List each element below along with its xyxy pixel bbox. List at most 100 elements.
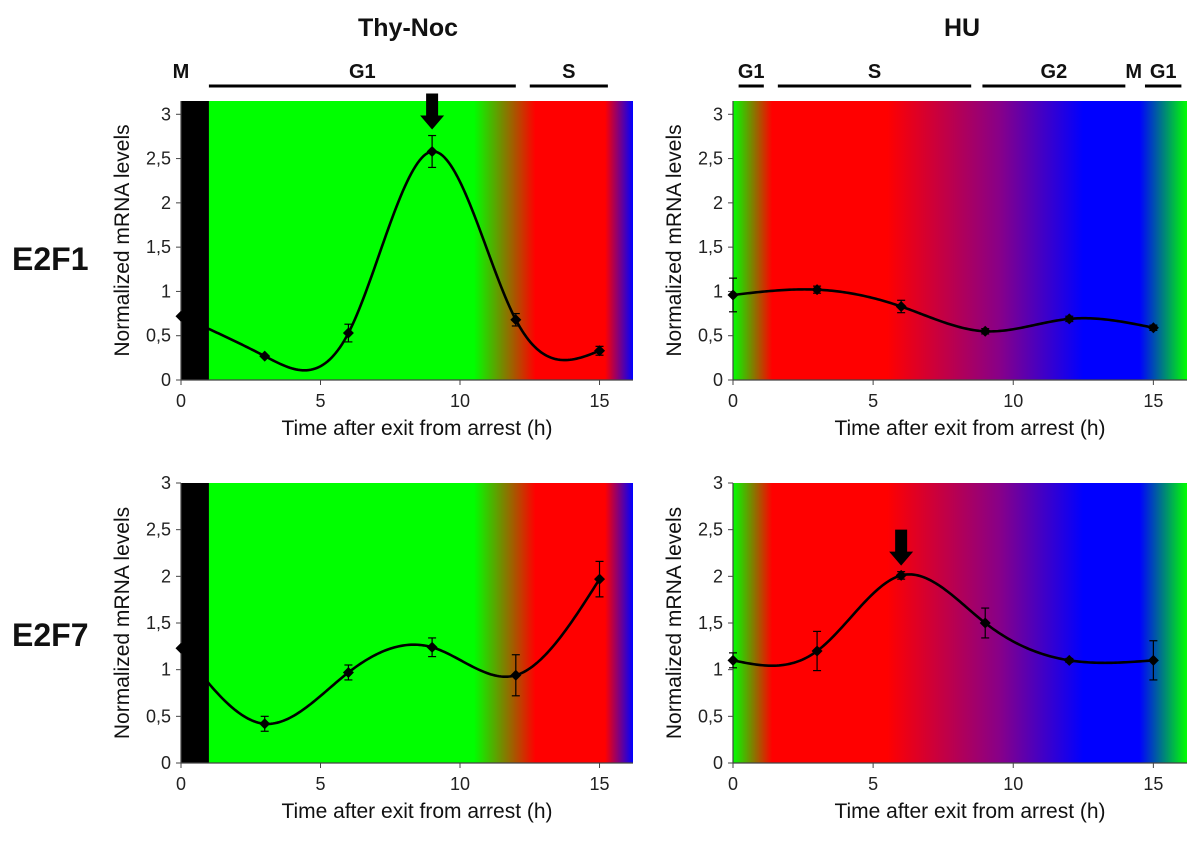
- x-axis-label: Time after exit from arrest (h): [834, 800, 1105, 823]
- series-line: [732, 573, 1154, 667]
- y-tick-label: 2: [713, 566, 723, 586]
- y-tick-label: 1,5: [698, 237, 723, 257]
- y-tick-label: 1: [161, 660, 171, 680]
- y-tick-label: 0: [713, 753, 723, 773]
- phase-label: S: [868, 61, 881, 83]
- phase-label: G1: [1150, 61, 1177, 83]
- phase-background: [181, 483, 633, 763]
- panel-e2f1-thy: 0 0,5 1 1,5 2 2,5 3 0 5 10 15 Time after exit from …: [111, 93, 633, 440]
- data-point: [1147, 322, 1159, 334]
- row-label-e2f7: E2F7: [12, 617, 88, 653]
- x-tick-label: 5: [315, 774, 325, 794]
- y-tick-label: 1: [713, 660, 723, 680]
- phase-bars: M G1 S G1 S G2 M G1: [173, 61, 1182, 88]
- x-tick-label: 10: [1003, 774, 1023, 794]
- y-tick-label: 2,5: [698, 149, 723, 169]
- x-tick-label: 0: [728, 391, 738, 411]
- data-point: [342, 666, 354, 678]
- y-tick-label: 1: [161, 281, 171, 301]
- y-tick-label: 3: [161, 473, 171, 493]
- y-tick-label: 0,5: [146, 326, 171, 346]
- data-point: [594, 573, 606, 585]
- x-tick-label: 0: [176, 774, 186, 794]
- y-tick-label: 2,5: [698, 520, 723, 540]
- phase-label: M: [1125, 61, 1142, 83]
- series-line: [180, 150, 601, 372]
- data-point: [259, 350, 271, 362]
- x-tick-label: 0: [176, 391, 186, 411]
- row-label-e2f1: E2F1: [12, 241, 88, 277]
- phase-label: G1: [738, 61, 765, 83]
- data-point: [510, 669, 522, 681]
- y-axis-label: Normalized mRNA levels: [663, 124, 686, 356]
- data-point: [594, 345, 606, 357]
- y-tick-label: 3: [713, 104, 723, 124]
- panel-e2f7-thy: 0 0,5 1 1,5 2 2,5 3 0 5 10 15 Time after exit from …: [111, 473, 633, 823]
- x-axis-label: Time after exit from arrest (h): [281, 800, 552, 823]
- mitosis-band: [181, 101, 209, 380]
- x-axis-label: Time after exit from arrest (h): [281, 417, 552, 440]
- peak-arrow-icon: [889, 529, 914, 566]
- data-point: [895, 569, 907, 581]
- data-point: [342, 327, 354, 339]
- phase-label: G1: [349, 61, 376, 83]
- peak-arrow-icon: [420, 93, 445, 130]
- phase-background: [733, 483, 1187, 763]
- data-point: [175, 642, 187, 654]
- y-tick-label: 1,5: [698, 613, 723, 633]
- mitosis-band: [181, 483, 209, 763]
- phase-background: [733, 101, 1187, 380]
- data-point: [979, 325, 991, 337]
- panel-e2f7-hu: 0 0,5 1 1,5 2 2,5 3 0 5 10 15 Time after exit from …: [663, 473, 1187, 823]
- y-axis-label: Normalized mRNA levels: [663, 507, 686, 739]
- y-tick-label: 2: [713, 193, 723, 213]
- y-tick-label: 3: [161, 104, 171, 124]
- data-point: [727, 289, 739, 301]
- data-point: [811, 284, 823, 296]
- data-point: [1063, 654, 1075, 666]
- phase-label: M: [173, 61, 190, 83]
- phase-label: S: [562, 61, 575, 83]
- x-tick-label: 10: [1003, 391, 1023, 411]
- y-tick-label: 2,5: [146, 149, 171, 169]
- y-tick-label: 0,5: [146, 706, 171, 726]
- series-line: [732, 288, 1154, 333]
- x-axis-label: Time after exit from arrest (h): [834, 417, 1105, 440]
- y-tick-label: 2,5: [146, 520, 171, 540]
- panel-e2f1-hu: 0 0,5 1 1,5 2 2,5 3 0 5 10 15 Time after exit from …: [663, 101, 1187, 440]
- y-tick-label: 0: [161, 370, 171, 390]
- y-tick-label: 1,5: [146, 237, 171, 257]
- y-tick-label: 0,5: [698, 326, 723, 346]
- x-tick-label: 15: [590, 774, 610, 794]
- x-tick-label: 0: [728, 774, 738, 794]
- phase-label: G2: [1041, 61, 1068, 83]
- col-title-thy-noc: Thy-Noc: [358, 14, 458, 42]
- series-line: [179, 578, 601, 726]
- x-tick-label: 5: [868, 774, 878, 794]
- x-tick-label: 15: [590, 391, 610, 411]
- y-tick-label: 0: [713, 370, 723, 390]
- data-point: [510, 314, 522, 326]
- x-tick-label: 10: [450, 774, 470, 794]
- x-tick-label: 5: [868, 391, 878, 411]
- data-point: [895, 300, 907, 312]
- x-tick-label: 15: [1143, 774, 1163, 794]
- x-tick-label: 15: [1143, 391, 1163, 411]
- data-point: [259, 718, 271, 730]
- y-axis-label: Normalized mRNA levels: [111, 507, 134, 739]
- x-tick-label: 5: [315, 391, 325, 411]
- y-tick-label: 1: [713, 281, 723, 301]
- data-point: [426, 145, 438, 157]
- y-tick-label: 0,5: [698, 706, 723, 726]
- data-point: [1147, 654, 1159, 666]
- y-tick-label: 2: [161, 193, 171, 213]
- data-point: [426, 641, 438, 653]
- phase-background: [181, 101, 633, 380]
- data-point: [727, 654, 739, 666]
- data-point: [175, 310, 187, 322]
- x-tick-label: 10: [450, 391, 470, 411]
- y-tick-label: 3: [713, 473, 723, 493]
- data-point: [1063, 313, 1075, 325]
